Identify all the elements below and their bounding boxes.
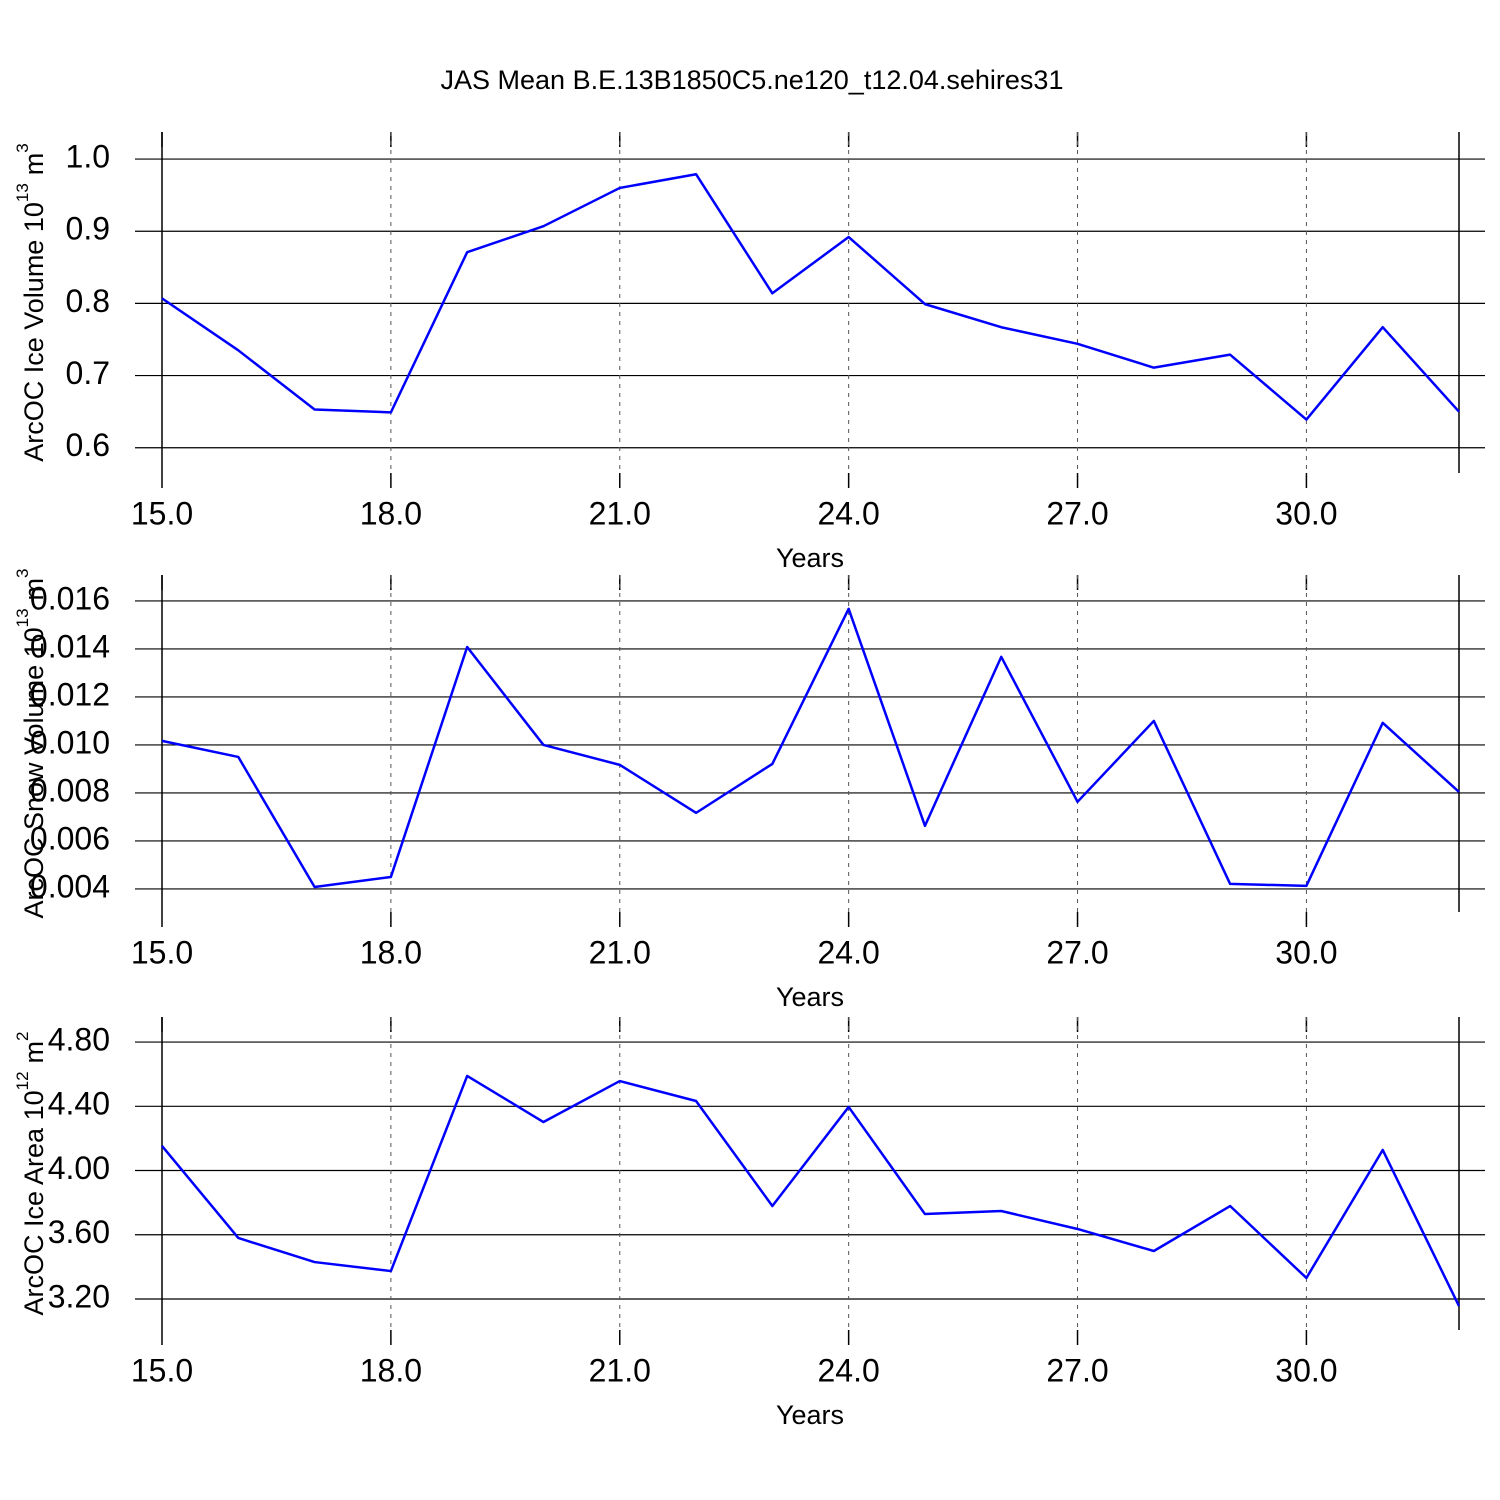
y-axis-label-part: m [19, 578, 49, 601]
x-tick-label: 18.0 [360, 1352, 422, 1388]
y-tick-label: 0.8 [66, 283, 110, 319]
y-axis-label-part: m [19, 153, 49, 176]
x-tick-label: 30.0 [1275, 495, 1337, 531]
x-tick-label: 27.0 [1046, 934, 1108, 970]
y-tick-label: 4.40 [48, 1086, 110, 1122]
y-tick-label: 0.6 [66, 427, 110, 463]
chart-title: JAS Mean B.E.13B1850C5.ne120_t12.04.sehi… [441, 65, 1064, 95]
x-tick-label: 27.0 [1046, 1352, 1108, 1388]
data-line [161, 1074, 1461, 1307]
y-tick-label: 0.004 [30, 868, 110, 904]
y-axis-label-part: ArcOC Snow Volume 10 [19, 627, 49, 918]
x-tick-label: 15.0 [131, 934, 193, 970]
y-tick-label: 3.60 [48, 1214, 110, 1250]
y-axis-label: ArcOC Snow Volume 1013 m3 [13, 568, 49, 918]
x-tick-label: 24.0 [818, 495, 880, 531]
y-axis-label-exponent: 12 [13, 1071, 32, 1090]
y-axis-label-exponent: 2 [13, 1032, 32, 1041]
y-axis-label-exponent: 13 [13, 183, 32, 202]
y-tick-label: 0.9 [66, 211, 110, 247]
x-tick-label: 15.0 [131, 495, 193, 531]
y-tick-label: 0.016 [30, 580, 110, 616]
x-tick-label: 15.0 [131, 1352, 193, 1388]
y-tick-label: 0.008 [30, 772, 110, 808]
y-tick-label: 0.7 [66, 355, 110, 391]
y-axis-label-exponent: 3 [13, 568, 32, 577]
x-tick-label: 21.0 [589, 1352, 651, 1388]
x-tick-label: 24.0 [818, 934, 880, 970]
y-axis-label-part: ArcOC Ice Area 10 [19, 1090, 49, 1315]
y-tick-label: 3.20 [48, 1278, 110, 1314]
x-tick-label: 18.0 [360, 495, 422, 531]
y-tick-label: 0.010 [30, 724, 110, 760]
x-axis-label: Years [776, 543, 844, 573]
x-tick-label: 30.0 [1275, 1352, 1337, 1388]
y-tick-label: 0.014 [30, 628, 110, 664]
y-tick-label: 4.00 [48, 1150, 110, 1186]
y-tick-label: 0.012 [30, 676, 110, 712]
data-line [161, 172, 1460, 421]
x-tick-label: 21.0 [589, 934, 651, 970]
x-tick-label: 30.0 [1275, 934, 1337, 970]
x-tick-label: 27.0 [1046, 495, 1108, 531]
y-tick-label: 0.006 [30, 820, 110, 856]
x-tick-label: 21.0 [589, 495, 651, 531]
y-tick-label: 4.80 [48, 1022, 110, 1058]
y-axis-label: ArcOC Ice Volume 1013 m3 [13, 143, 49, 462]
y-axis-label: ArcOC Ice Area 1012 m2 [13, 1032, 49, 1316]
x-axis-label: Years [776, 1400, 844, 1430]
x-tick-label: 18.0 [360, 934, 422, 970]
y-axis-label-exponent: 3 [13, 143, 32, 152]
x-tick-label: 24.0 [818, 1352, 880, 1388]
data-line [161, 607, 1460, 889]
y-axis-label-part: m [19, 1041, 49, 1064]
y-tick-label: 1.0 [66, 139, 110, 175]
y-axis-label-part: ArcOC Ice Volume 10 [19, 202, 49, 462]
y-axis-label-exponent: 13 [13, 608, 32, 627]
x-axis-label: Years [776, 982, 844, 1012]
